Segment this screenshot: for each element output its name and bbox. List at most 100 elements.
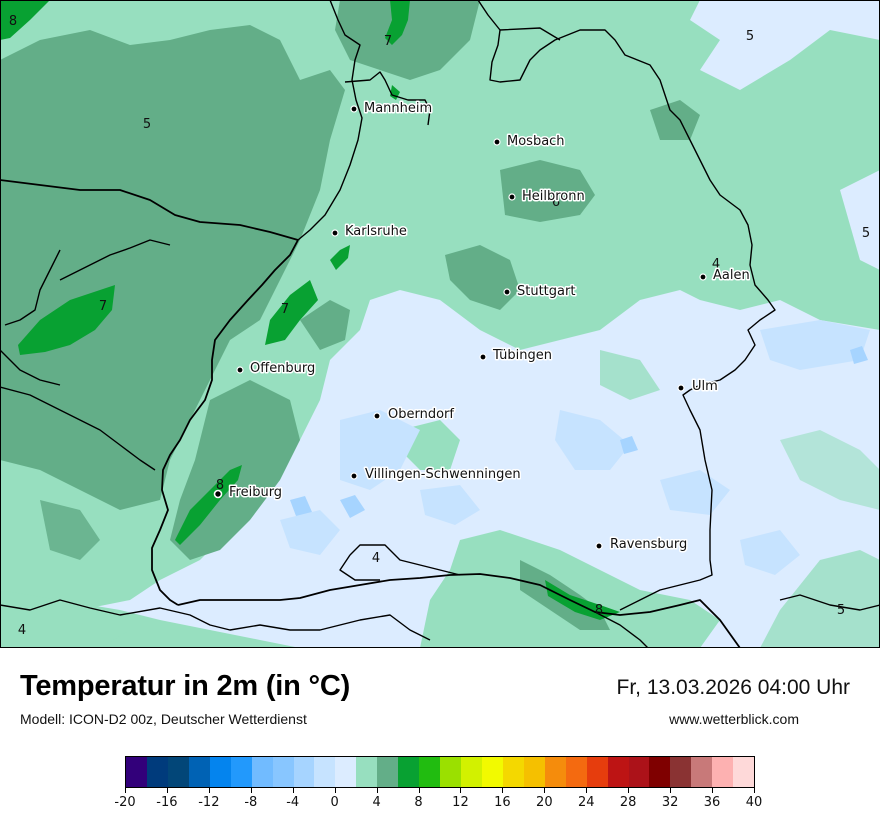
city-aalen[interactable]: Aalen — [699, 267, 751, 285]
colorbar-segment — [335, 757, 357, 787]
colorbar-segment — [419, 757, 441, 787]
city-mannheim[interactable]: Mannheim — [350, 100, 434, 118]
city-marker-icon — [493, 138, 501, 146]
city-marker-icon — [331, 229, 339, 237]
colorbar-segment — [126, 757, 147, 787]
city-mosbach[interactable]: Mosbach — [493, 133, 566, 151]
colorbar-tick-label: 12 — [452, 795, 469, 810]
border-lake-constance — [339, 544, 461, 581]
city-label: Aalen — [713, 268, 750, 283]
colorbar-tick — [754, 788, 755, 793]
city-label: Ravensburg — [610, 537, 687, 552]
city-villingen-schwenningen[interactable]: Villingen-Schwenningen — [350, 466, 522, 484]
city-marker-icon — [350, 105, 358, 113]
colorbar-segment — [209, 757, 231, 787]
contour-label: 4 — [18, 623, 26, 638]
city-marker-icon — [213, 489, 223, 499]
colorbar-tick — [502, 788, 504, 793]
city-marker-icon — [508, 193, 516, 201]
city-label: Ulm — [692, 379, 718, 394]
colorbar-segment — [712, 757, 734, 787]
colorbar-tick-label: -12 — [198, 795, 220, 810]
city-label: Tübingen — [492, 348, 552, 363]
borders — [0, 0, 880, 648]
contour-label: 8 — [9, 14, 17, 29]
zone-minus2-0 — [280, 320, 870, 575]
map-title: Temperatur in 2m (in °C) — [20, 670, 351, 702]
colorbar-segment — [628, 757, 650, 787]
contour-labels: 8 7 5 5 6 5 4 7 7 8 4 8 5 4 — [9, 14, 870, 638]
temperature-map: 8 7 5 5 6 5 4 7 7 8 4 8 5 4 Mannheim Mos… — [0, 0, 880, 648]
colorbar-tick — [208, 788, 210, 793]
colorbar-ticks: -20 -16 -12 -8 -4 0 4 8 12 16 20 24 28 32 36 40 — [114, 788, 762, 818]
cities: Mannheim Mosbach Heilbronn Karlsruhe Stu… — [213, 100, 751, 554]
city-stuttgart[interactable]: Stuttgart — [503, 283, 577, 301]
border-alsace-inner — [59, 239, 171, 281]
border-swiss-west — [0, 349, 61, 386]
colorbar-segment — [272, 757, 294, 787]
zone-minus4-minus2 — [290, 346, 868, 518]
colorbar-segment — [356, 757, 378, 787]
colorbar-tick — [334, 788, 336, 793]
contour-label: 7 — [281, 302, 289, 317]
colorbar-tick — [586, 788, 588, 793]
colorbar-tick-label: -20 — [114, 795, 136, 810]
colorbar-tick — [460, 788, 462, 793]
city-label: Mosbach — [507, 134, 565, 149]
contour-label: 6 — [552, 195, 560, 210]
colorbar-segment — [188, 757, 210, 787]
footer: Temperatur in 2m (in °C) Modell: ICON-D2… — [0, 648, 880, 830]
border-palatinate — [0, 179, 299, 241]
colorbar-tick-label: -16 — [156, 795, 178, 810]
city-freiburg[interactable]: Freiburg — [213, 484, 284, 502]
border-east — [779, 594, 880, 611]
colorbar-tick — [376, 788, 378, 793]
colorbar-tick — [544, 788, 546, 793]
city-marker-icon — [699, 273, 707, 281]
border-swiss — [177, 573, 741, 648]
colorbar-segment — [481, 757, 503, 787]
colorbar-segment — [733, 757, 755, 787]
colorbar-segment — [607, 757, 629, 787]
colorbar-tick — [712, 788, 714, 793]
website-link[interactable]: www.wetterblick.com — [669, 711, 799, 727]
city-marker-icon — [595, 542, 603, 550]
city-label: Karlsruhe — [345, 224, 407, 239]
city-marker-icon — [503, 288, 511, 296]
colorbar-segment — [586, 757, 608, 787]
colorbar-segment — [293, 757, 315, 787]
colorbar-tick-label: 40 — [745, 795, 763, 810]
city-marker-icon — [236, 366, 244, 374]
city-heilbronn[interactable]: Heilbronn — [508, 188, 586, 206]
border-bavaria-inner — [499, 27, 561, 41]
colorbar-segment — [398, 757, 420, 787]
city-tuebingen[interactable]: Tübingen — [479, 347, 554, 365]
colorbar-tick — [670, 788, 672, 793]
colorbar-tick-label: 4 — [372, 795, 381, 810]
contour-label: 5 — [143, 117, 151, 132]
colorbar-tick-label: 20 — [536, 795, 553, 810]
contour-label: 8 — [595, 603, 603, 618]
city-label: Oberndorf — [388, 407, 454, 422]
colorbar-segment — [167, 757, 189, 787]
border-austria — [594, 611, 649, 648]
city-offenburg[interactable]: Offenburg — [236, 360, 317, 378]
contour-label: 5 — [746, 29, 754, 44]
contour-label: 7 — [99, 299, 107, 314]
colorbar-tick — [166, 788, 168, 793]
colorbar-segment — [314, 757, 336, 787]
colorbar-tick-label: 8 — [414, 795, 423, 810]
city-marker-icon — [677, 384, 685, 392]
city-label: Mannheim — [364, 101, 432, 116]
colorbar-tick-label: 0 — [330, 795, 339, 810]
border-south-misc — [0, 599, 431, 641]
colorbar-tick-label: 28 — [619, 795, 637, 810]
city-oberndorf[interactable]: Oberndorf — [373, 406, 456, 424]
city-ravensburg[interactable]: Ravensburg — [595, 536, 689, 554]
city-ulm[interactable]: Ulm — [677, 378, 719, 396]
city-marker-icon — [350, 472, 358, 480]
city-karlsruhe[interactable]: Karlsruhe — [331, 223, 408, 241]
colorbar-segment — [691, 757, 713, 787]
city-marker-icon — [479, 353, 487, 361]
colorbar-segment — [670, 757, 692, 787]
